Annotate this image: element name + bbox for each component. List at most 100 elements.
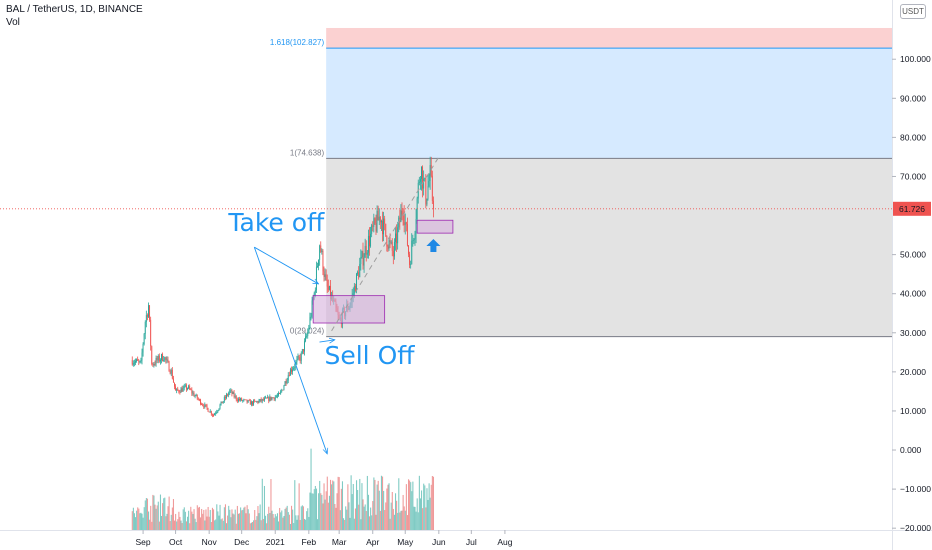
volume-bar xyxy=(359,478,361,530)
volume-bar xyxy=(392,508,394,530)
currency-badge[interactable]: USDT xyxy=(900,4,926,19)
candle-body xyxy=(308,327,310,333)
volume-bar xyxy=(170,514,172,530)
candle-body xyxy=(243,399,245,401)
candle-body xyxy=(352,293,354,296)
volume-bar xyxy=(425,507,427,530)
trend-line xyxy=(331,156,440,332)
volume-bar xyxy=(375,514,377,530)
volume-bar xyxy=(149,519,151,530)
support-zone xyxy=(416,219,454,234)
volume-bar xyxy=(221,518,223,530)
volume-bar xyxy=(429,497,431,530)
candle-body xyxy=(325,274,327,280)
volume-bar xyxy=(355,480,358,530)
volume-bar xyxy=(207,506,209,530)
candle-body xyxy=(163,360,165,361)
volume-bar xyxy=(380,475,383,530)
candle-body xyxy=(318,259,320,267)
candle-body xyxy=(385,223,387,236)
candle-body xyxy=(245,399,247,401)
candle-body xyxy=(400,210,402,223)
volume-bar xyxy=(414,506,416,530)
candle-body xyxy=(271,397,273,400)
volume-bar xyxy=(225,523,228,530)
fib-zone-top xyxy=(326,27,892,49)
candle-body xyxy=(390,241,392,243)
volume-bar xyxy=(279,507,281,530)
volume-bar xyxy=(331,484,333,530)
candle-body xyxy=(379,216,381,223)
volume-bar xyxy=(415,511,417,530)
volume-bar xyxy=(210,522,212,530)
candle-body xyxy=(246,399,248,403)
candle-body xyxy=(360,257,362,265)
price-tick-label: 0.000 xyxy=(900,445,922,455)
price-tick-label: −10.000 xyxy=(900,484,931,494)
volume-bar xyxy=(243,507,245,530)
volume-bar xyxy=(214,520,216,530)
candle-body xyxy=(328,285,330,290)
candle-body xyxy=(229,390,231,393)
candle-body xyxy=(393,241,395,257)
candle-body xyxy=(256,401,258,403)
volume-bar xyxy=(234,509,236,530)
volume-bar xyxy=(362,499,364,530)
candle-body xyxy=(311,300,313,317)
volume-bar xyxy=(275,516,277,530)
candle-body xyxy=(189,386,191,390)
candle-body xyxy=(415,219,417,234)
volume-bar xyxy=(290,505,293,530)
candle-body xyxy=(305,336,307,342)
volume-bar xyxy=(160,515,163,530)
up-arrow-icon xyxy=(426,239,441,253)
volume-bar xyxy=(171,507,173,530)
volume-bar xyxy=(166,513,168,530)
volume-bar xyxy=(217,511,219,530)
volume-bar xyxy=(323,483,325,530)
candle-body xyxy=(253,400,255,405)
volume-bar xyxy=(249,523,251,530)
volume-bar xyxy=(352,484,354,530)
candle-body xyxy=(309,317,311,328)
volume-bar xyxy=(289,523,292,530)
volume-bar xyxy=(299,519,301,530)
volume-bar xyxy=(186,516,189,530)
volume-bar xyxy=(140,512,142,530)
price-tick-label: 40.000 xyxy=(900,289,926,299)
candle-body xyxy=(358,272,360,278)
price-tick-label: −20.000 xyxy=(900,523,931,533)
candle-body xyxy=(372,225,374,227)
volume-bar xyxy=(277,521,280,530)
candle-body xyxy=(386,235,388,247)
candle-body xyxy=(375,223,377,232)
candle-body xyxy=(154,364,156,365)
volume-bar xyxy=(177,519,179,530)
volume-bar xyxy=(397,512,399,530)
volume-bar xyxy=(196,505,198,530)
candle-body xyxy=(155,357,157,365)
volume-bar xyxy=(271,510,273,530)
take-off-zone xyxy=(312,295,386,324)
volume-indicator-label[interactable]: Vol xyxy=(6,17,20,28)
annotation-take-off: Take off xyxy=(227,208,325,237)
volume-bar xyxy=(211,507,214,530)
candle-body xyxy=(307,332,309,336)
time-tick-label: Sep xyxy=(136,537,151,547)
price-tick-label: 50.000 xyxy=(900,250,926,260)
candle-body xyxy=(237,398,239,402)
volume-bar xyxy=(153,495,155,530)
volume-bar xyxy=(270,479,272,530)
candle-body xyxy=(306,335,308,337)
candle-body xyxy=(371,225,373,234)
time-tick-label: Jul xyxy=(466,537,477,547)
volume-bar xyxy=(335,507,337,530)
candle-body xyxy=(356,273,357,292)
candle-body xyxy=(392,250,394,257)
candle-body xyxy=(137,359,139,361)
volume-bar xyxy=(247,509,249,530)
volume-bar xyxy=(430,484,432,530)
volume-bar xyxy=(237,513,240,530)
